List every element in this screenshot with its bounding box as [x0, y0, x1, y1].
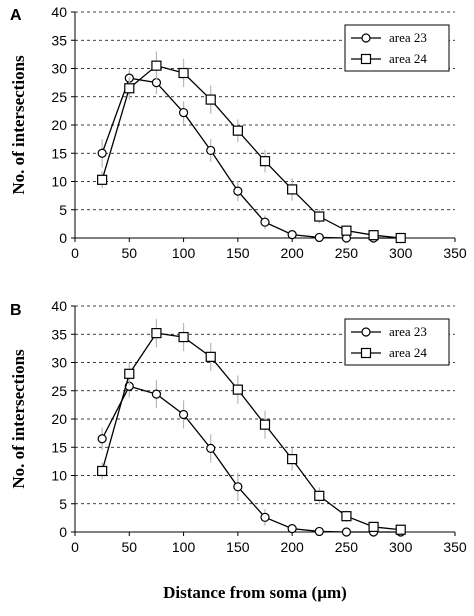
data-point-circle	[178, 409, 189, 420]
y-tick-label: 5	[59, 496, 67, 512]
legend-marker-circle	[361, 327, 371, 337]
data-point-circle	[260, 217, 270, 227]
data-point-square	[178, 331, 189, 343]
y-tick-label: 30	[51, 61, 67, 77]
series-line	[101, 64, 401, 239]
x-tick-label: 0	[71, 245, 79, 261]
chart-panel-b: 0 5 10 15 20 25 30 35 40 0 50 100 150 200 250 300 350 No.…	[9, 298, 467, 602]
data-point-circle	[260, 512, 270, 522]
data-point-circle	[233, 186, 243, 196]
data-point-circle	[341, 527, 352, 537]
x-tick-label: 250	[335, 245, 359, 261]
data-point-circle	[97, 434, 107, 444]
x-tick-label: 150	[226, 245, 250, 261]
data-point-square	[124, 368, 135, 379]
data-point-square	[151, 328, 162, 339]
y-tick-label: 25	[51, 89, 67, 105]
legend-marker-square	[360, 53, 372, 65]
y-tick-label: 15	[51, 439, 67, 455]
x-tick-label: 350	[443, 539, 467, 555]
data-point-circle	[287, 524, 297, 534]
legend-label: area 23	[389, 324, 427, 339]
x-tick-label: 100	[172, 245, 196, 261]
x-tick-label: 150	[226, 539, 250, 555]
data-point-square	[341, 511, 352, 522]
data-point-square	[97, 174, 108, 185]
series-area-24	[97, 51, 406, 244]
x-tick-label: 250	[335, 539, 359, 555]
legend-label: area 23	[389, 30, 427, 45]
data-point-circle	[233, 482, 243, 492]
legend: area 23 area 24	[344, 24, 450, 72]
data-point-square	[314, 211, 325, 222]
data-point-square	[97, 465, 108, 477]
y-tick-label: 10	[51, 468, 67, 484]
x-axis-title: Distance from soma (µm)	[163, 583, 347, 602]
data-point-square	[124, 83, 135, 94]
data-point-square	[232, 125, 243, 136]
legend: area 23 area 24	[344, 318, 450, 366]
data-point-square	[368, 521, 379, 533]
data-point-square	[314, 490, 325, 501]
y-tick-label: 20	[51, 411, 67, 427]
series-area-24	[97, 318, 406, 535]
x-tick-label: 200	[280, 245, 304, 261]
series-line	[101, 77, 401, 239]
data-point-circle	[314, 232, 324, 243]
data-point-circle	[206, 443, 216, 453]
y-tick-label: 40	[51, 4, 67, 20]
data-point-square	[341, 225, 352, 236]
y-tick-label: 10	[51, 174, 67, 190]
y-tick-label: 15	[51, 145, 67, 161]
data-point-square	[395, 524, 406, 535]
x-tick-label: 0	[71, 539, 79, 555]
y-tick-label: 35	[51, 326, 67, 342]
data-point-square	[287, 454, 298, 465]
x-tick-label: 300	[389, 539, 413, 555]
x-tick-label: 200	[280, 539, 304, 555]
legend-marker-circle	[361, 33, 371, 43]
y-tick-label: 25	[51, 383, 67, 399]
data-point-square	[287, 184, 298, 195]
data-point-square	[259, 156, 271, 167]
data-point-square	[368, 230, 379, 241]
chart-panel-a: 0 5 10 15 20 25 30 35 40 0 50 100 150 200 250 300 350 No.…	[9, 4, 467, 261]
data-point-circle	[151, 389, 162, 399]
y-axis-title: No. of intersections	[9, 55, 28, 195]
x-tick-label: 50	[121, 539, 137, 555]
y-tick-label: 5	[59, 202, 67, 218]
data-point-square	[205, 351, 216, 362]
y-tick-label: 35	[51, 32, 67, 48]
x-tick-label: 300	[389, 245, 413, 261]
y-tick-label: 20	[51, 117, 67, 133]
data-point-square	[151, 60, 162, 71]
legend-marker-square	[360, 347, 372, 359]
data-point-circle	[151, 78, 162, 88]
x-tick-label: 100	[172, 539, 196, 555]
data-point-circle	[97, 148, 107, 158]
data-point-square	[205, 94, 216, 105]
data-point-square	[178, 67, 189, 79]
data-point-square	[232, 384, 243, 395]
data-point-circle	[178, 107, 189, 118]
panel-label: A	[10, 7, 22, 24]
y-tick-label: 0	[59, 524, 67, 540]
panel-label: B	[10, 302, 22, 319]
y-tick-label: 30	[51, 355, 67, 371]
y-tick-label: 40	[51, 298, 67, 314]
data-point-circle	[314, 526, 324, 537]
x-tick-label: 350	[443, 245, 467, 261]
series-area-23	[97, 69, 406, 243]
data-point-circle	[287, 230, 297, 240]
y-axis-title: No. of intersections	[9, 349, 28, 489]
data-point-circle	[206, 145, 216, 156]
legend-label: area 24	[389, 345, 427, 360]
data-point-square	[395, 232, 406, 244]
y-tick-label: 0	[59, 230, 67, 246]
legend-label: area 24	[389, 51, 427, 66]
series-area-23	[97, 374, 406, 537]
data-point-square	[259, 419, 271, 430]
x-tick-label: 50	[121, 245, 137, 261]
